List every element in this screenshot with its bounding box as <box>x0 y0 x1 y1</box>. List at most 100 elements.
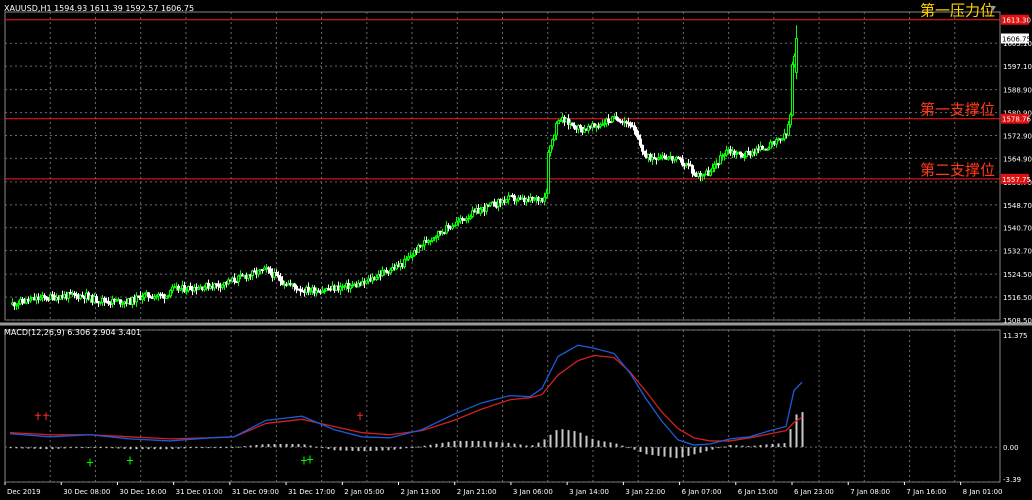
histogram-bar <box>729 445 732 448</box>
price-tag: 1613.30 <box>1001 14 1031 25</box>
time-tick-label: 3 Jan 22:00 <box>625 488 665 496</box>
candle <box>489 202 492 208</box>
time-axis: Dec 2019 30 Dec 08:00 30 Dec 16:00 31 Dec 0… <box>4 482 1003 496</box>
histogram-bar <box>279 444 282 448</box>
histogram-bar <box>219 447 222 449</box>
candle <box>43 293 46 301</box>
histogram-bar <box>231 447 234 449</box>
candle-body <box>275 271 278 276</box>
macd-tick-label: -3.39 <box>1003 476 1021 484</box>
candle <box>217 280 220 291</box>
candle <box>73 291 76 299</box>
candle <box>339 282 342 295</box>
candle <box>679 156 682 163</box>
price-tag-label: 1606.75 <box>1002 36 1031 44</box>
histogram-bar <box>261 444 264 448</box>
candle <box>157 291 160 301</box>
histogram-bar <box>609 442 612 448</box>
histogram-bar <box>243 446 246 448</box>
candle-body <box>479 209 482 214</box>
histogram-bar <box>603 441 606 448</box>
price-tick-label: 1516.50 <box>1003 294 1032 302</box>
histogram-bar <box>435 443 438 448</box>
candle <box>349 283 352 293</box>
candle-body <box>533 198 536 201</box>
candle <box>135 292 138 307</box>
histogram-bar <box>771 443 774 448</box>
histogram-bar <box>687 447 690 456</box>
price-tag-box <box>1001 33 1029 44</box>
histogram-bar <box>543 439 546 448</box>
candle-body <box>227 279 230 285</box>
candle-body <box>741 153 744 158</box>
histogram-bar <box>21 447 24 449</box>
histogram-bar <box>249 445 252 448</box>
candle <box>457 217 460 227</box>
candle-body <box>299 288 302 292</box>
histogram-bar <box>189 447 192 449</box>
candle <box>295 284 298 294</box>
level-label: 第一支撑位 <box>920 101 995 119</box>
candle-body <box>213 283 216 289</box>
histogram-bar <box>483 441 486 448</box>
candle <box>635 126 638 138</box>
candle-body <box>663 155 666 159</box>
candle <box>547 149 550 194</box>
price-tag: 1557.75 <box>1001 173 1031 184</box>
histogram-bar <box>267 444 270 448</box>
candle <box>673 158 676 164</box>
candle-body <box>671 156 674 161</box>
candle-body <box>769 141 772 149</box>
candle <box>95 293 98 304</box>
candle-body <box>453 224 456 227</box>
candle <box>257 269 260 278</box>
candle <box>755 145 758 156</box>
candle-body <box>293 283 296 287</box>
candle <box>515 198 518 206</box>
histogram-bar <box>423 445 426 448</box>
candle <box>385 267 388 274</box>
candle-body <box>633 125 636 131</box>
candle-body <box>659 157 662 160</box>
candle-body <box>217 283 220 287</box>
candle-body <box>13 302 16 307</box>
candle <box>741 152 744 158</box>
candle <box>45 295 48 302</box>
candle <box>573 122 576 131</box>
histogram-bar <box>723 446 726 448</box>
time-tick-label: 3 Jan 14:00 <box>569 488 609 496</box>
candle <box>559 118 562 122</box>
price-tick-label: 1508.50 <box>1003 317 1032 325</box>
candle-body <box>49 294 52 300</box>
candle-body <box>783 133 786 140</box>
histogram-bar <box>33 447 36 449</box>
histogram-bar <box>549 434 552 448</box>
histogram-bar <box>111 447 114 449</box>
histogram-bar <box>177 447 180 449</box>
candle-body <box>507 195 510 201</box>
symbol-info-label: XAUUSD,H1 1594.93 1611.39 1592.57 1606.7… <box>4 4 195 13</box>
candle <box>709 169 712 177</box>
candle <box>429 240 432 246</box>
candle <box>671 156 674 164</box>
candle <box>165 295 168 299</box>
candle <box>411 253 414 262</box>
histogram-bar <box>495 441 498 448</box>
candle <box>643 150 646 157</box>
candle <box>467 214 470 224</box>
candle <box>507 192 510 205</box>
histogram-bar <box>699 447 702 453</box>
candle <box>251 269 254 280</box>
histogram-bar <box>405 447 408 449</box>
candle <box>445 221 448 235</box>
histogram-bar <box>777 443 780 448</box>
candle-body <box>787 124 790 136</box>
time-tick-label: 6 Jan 15:00 <box>738 488 778 496</box>
candle-body <box>257 269 260 275</box>
candle <box>435 234 438 243</box>
candle-body <box>437 230 440 237</box>
histogram-bar <box>447 441 450 448</box>
histogram-bar <box>597 440 600 448</box>
price-tag-box <box>1001 173 1029 184</box>
